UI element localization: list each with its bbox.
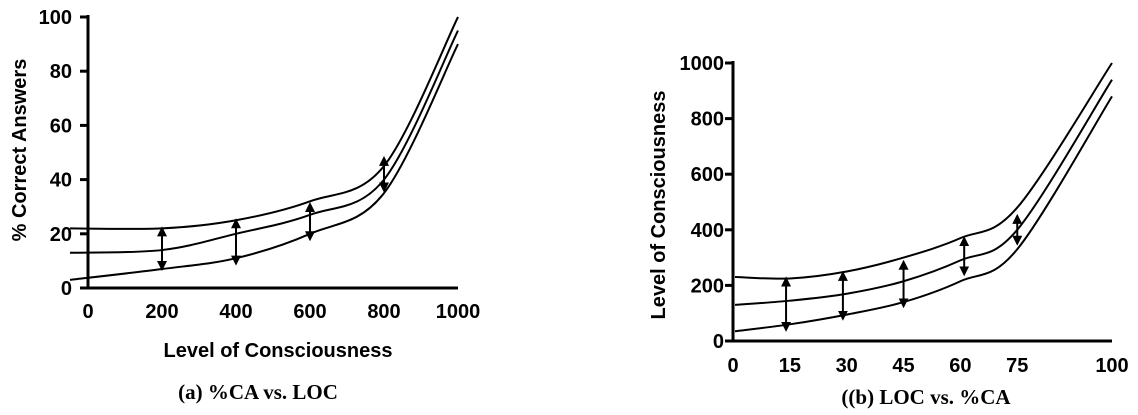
- series-line-1: [69, 16, 459, 230]
- chart-a: % Correct Answers Level of Consciousness…: [9, 7, 480, 404]
- chart-a-arrows: [157, 155, 389, 272]
- x-tick-label: 200: [145, 301, 178, 323]
- x-tick-label: 45: [892, 355, 914, 377]
- y-tick-label: 200: [691, 275, 724, 297]
- x-tick-label: 100: [1095, 355, 1128, 377]
- chart-a-caption: (a) %CA vs. LOC: [178, 380, 338, 404]
- chart-a-series: [69, 16, 459, 281]
- x-tick-label: 800: [367, 301, 400, 323]
- series-line-3: [734, 95, 1113, 333]
- chart-b-caption: ((b) LOC vs. %CA: [841, 385, 1011, 409]
- y-tick-label: 100: [39, 7, 72, 29]
- chart-b-series: [734, 62, 1113, 333]
- x-tick-label: 600: [293, 301, 326, 323]
- x-tick-label: 0: [82, 301, 93, 323]
- chart-b-ylabel: Level of Consciousness: [648, 91, 670, 320]
- series-line-3: [69, 43, 459, 281]
- x-tick-label: 75: [1006, 355, 1028, 377]
- x-tick-label: 60: [949, 355, 971, 377]
- y-tick-label: 600: [691, 164, 724, 186]
- x-tick-label: 400: [219, 301, 252, 323]
- x-tick-label: 1000: [436, 301, 481, 323]
- series-line-2: [734, 79, 1113, 306]
- x-tick-label: 15: [779, 355, 801, 377]
- chart-b: Level of Consciousness ((b) LOC vs. %CA …: [648, 53, 1129, 409]
- chart-a-axes: [86, 15, 458, 290]
- y-tick-label: 0: [61, 278, 72, 300]
- x-tick-label: 0: [727, 355, 738, 377]
- chart-b-axes: [731, 61, 1112, 343]
- chart-a-xlabel: Level of Consciousness: [164, 340, 393, 362]
- y-tick-label: 1000: [680, 53, 725, 75]
- chart-a-ylabel: % Correct Answers: [9, 59, 31, 242]
- series-line-2: [69, 30, 459, 254]
- chart-b-arrows: [781, 213, 1023, 332]
- y-tick-label: 20: [50, 224, 72, 246]
- x-tick-label: 30: [836, 355, 858, 377]
- series-line-1: [734, 62, 1113, 280]
- y-tick-label: 0: [713, 331, 724, 353]
- y-tick-label: 800: [691, 109, 724, 131]
- y-tick-label: 60: [50, 115, 72, 137]
- y-tick-label: 400: [691, 220, 724, 242]
- y-tick-label: 80: [50, 61, 72, 83]
- y-tick-label: 40: [50, 170, 72, 192]
- chart-b-ticks: 0 200 400 600 800 1000 0 15 30 45 60 75 100: [680, 53, 1129, 377]
